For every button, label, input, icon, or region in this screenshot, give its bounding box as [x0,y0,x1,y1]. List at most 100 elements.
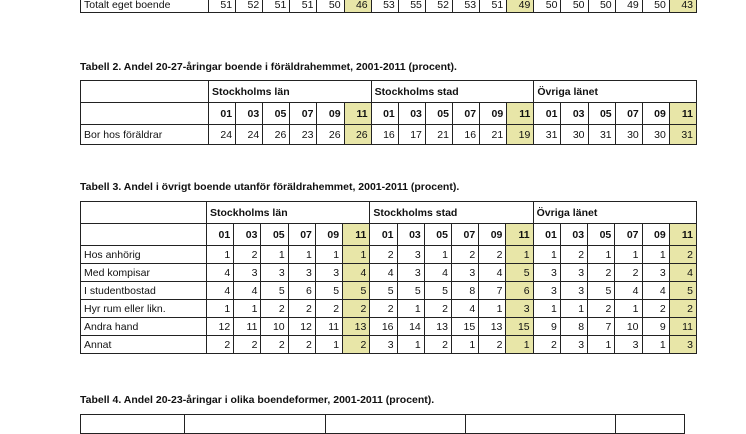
value-cell: 5 [314,281,344,300]
value-cell: 21 [424,124,453,145]
value-cell: 2 [423,335,452,354]
value-cell: 5 [587,281,616,300]
table-3-title: Tabell 3. Andel i övrigt boende utanför … [80,181,460,193]
row-label: Hos anhörig [80,245,207,264]
value-cell: 53 [451,0,481,13]
value-cell: 21 [479,124,508,145]
value-cell: 9 [641,317,670,336]
value-cell: 2 [205,335,235,354]
year-header: 03 [235,102,264,125]
value-cell: 2 [233,245,262,264]
value-cell: 1 [205,299,235,318]
value-cell: 4 [205,263,235,282]
value-cell: 55 [397,0,426,13]
group-header: Stockholms län [205,201,371,224]
table-row: Annat 2 2 2 2 1 2 3 1 2 1 2 1 2 3 1 3 1 3 [80,335,698,354]
value-cell: 3 [314,263,344,282]
value-cell: 10 [614,317,643,336]
value-cell: 3 [260,263,289,282]
value-cell: 3 [396,263,425,282]
table-4 [80,414,685,434]
value-cell: 1 [532,245,561,264]
value-cell: 3 [559,281,589,300]
value-cell: 53 [370,0,399,13]
value-cell: 2 [287,335,316,354]
value-cell: 1 [587,245,616,264]
value-cell: 3 [233,263,262,282]
value-cell: 5 [396,281,425,300]
row-label: Andra hand [80,317,207,336]
table-row: I studentbostad 4 4 5 6 5 5 5 5 5 8 7 6 3 3 5 4 4 5 [80,281,698,300]
value-cell: 50 [560,0,589,13]
year-header: 03 [397,102,426,125]
value-cell: 10 [260,317,289,336]
value-cell: 7 [478,281,507,300]
value-cell: 26 [316,124,345,145]
value-cell: 52 [235,0,264,13]
value-cell: 2 [478,335,507,354]
value-cell: 9 [532,317,561,336]
value-cell: 26 [262,124,291,145]
value-cell: 12 [287,317,316,336]
empty-cell [80,201,207,224]
value-cell: 1 [641,245,670,264]
value-cell: 2 [668,245,698,264]
year-header: 07 [289,102,318,125]
table-2: Stockholms län Stockholms stad Övriga läne… [80,80,698,145]
value-cell: 4 [614,281,643,300]
value-cell: 2 [587,263,616,282]
value-cell: 11 [314,317,344,336]
value-cell: 2 [260,299,289,318]
value-cell: 4 [342,263,371,282]
value-cell: 24 [207,124,237,145]
table-row: Bor hos föräldrar 24 24 26 23 26 26 16 17 21 16 21 1… [80,124,698,145]
value-cell: 8 [450,281,480,300]
value-cell: 1 [342,245,371,264]
value-cell: 31 [587,124,616,145]
value-cell: 1 [614,299,643,318]
value-cell: 7 [587,317,616,336]
value-cell: 2 [233,335,262,354]
value-cell: 5 [423,281,452,300]
year-header: 07 [287,223,316,246]
year-header: 11 [668,223,698,246]
value-cell: 2 [668,299,698,318]
value-cell: 1 [287,245,316,264]
value-cell: 31 [668,124,698,145]
value-cell: 4 [423,263,452,282]
year-header-row: 01 03 05 07 09 11 01 03 05 07 09 11 01 03 05 07 09 11 [80,102,698,125]
group-header: Stockholms stad [370,80,535,103]
year-header: 01 [207,102,237,125]
value-cell: 15 [450,317,480,336]
value-cell: 8 [559,317,589,336]
value-cell: 15 [505,317,534,336]
value-cell: 4 [450,299,480,318]
table-row: Hos anhörig 1 2 1 1 1 1 2 3 1 2 2 1 1 2 1 1 1 2 [80,245,698,264]
value-cell: 49 [506,0,535,13]
value-cell: 3 [287,263,316,282]
year-header: 09 [316,102,345,125]
table-row: Andra hand 12 11 10 12 11 13 16 14 13 15 13 15 9 8 7 10 9… [80,317,698,336]
value-cell: 4 [668,263,698,282]
value-cell: 3 [532,281,561,300]
value-cell: 11 [233,317,262,336]
group-header: Stockholms län [208,80,372,103]
value-cell: 1 [532,299,561,318]
value-cell: 50 [533,0,562,13]
value-cell: 50 [316,0,345,13]
value-cell: 3 [396,245,425,264]
empty-cell [80,102,209,125]
value-cell: 1 [423,245,452,264]
value-cell: 3 [369,335,398,354]
value-cell: 12 [205,317,235,336]
value-cell: 51 [479,0,508,13]
year-header: 03 [233,223,262,246]
row-label: Med kompisar [80,263,207,282]
empty-cell [80,223,207,246]
value-cell: 1 [450,335,480,354]
value-cell: 30 [560,124,589,145]
year-header: 03 [396,223,425,246]
value-cell: 1 [260,245,289,264]
year-header: 01 [205,223,235,246]
year-header: 03 [559,223,589,246]
